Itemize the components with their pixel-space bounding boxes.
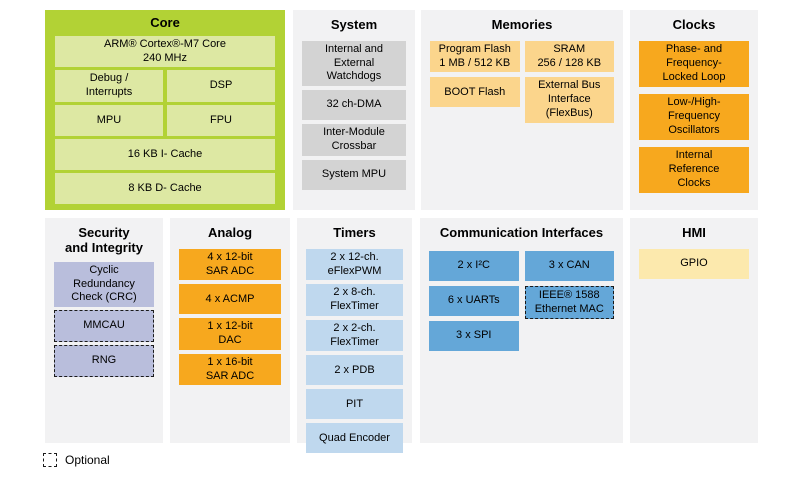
analog-blocks: 4 x 12-bit SAR ADC 4 x ACMP 1 x 12-bit D…: [179, 248, 281, 386]
block-i2c: 2 x I²C: [429, 250, 519, 281]
block-acmp: 4 x ACMP: [179, 284, 281, 315]
panel-title-clocks: Clocks: [672, 17, 716, 32]
block-dac: 1 x 12-bit DAC: [179, 318, 281, 350]
block-gpio: GPIO: [639, 248, 749, 279]
security-blocks: Cyclic Redundancy Check (CRC) MMCAU RNG: [54, 261, 154, 378]
block-mpu: MPU: [55, 104, 163, 136]
panel-title-security: Security and Integrity: [64, 225, 143, 255]
panel-core: Core ARM® Cortex®-M7 Core 240 MHz Debug …: [45, 10, 285, 210]
hmi-blocks: GPIO: [639, 248, 749, 279]
block-rng-optional: RNG: [54, 345, 154, 378]
block-quad-encoder: Quad Encoder: [306, 423, 403, 454]
panel-title-memories: Memories: [491, 17, 553, 32]
block-i-cache: 16 KB I- Cache: [55, 138, 275, 170]
block-mmcau-optional: MMCAU: [54, 310, 154, 343]
block-dsp: DSP: [167, 70, 275, 102]
panel-title-core: Core: [150, 15, 180, 30]
block-uarts: 6 x UARTs: [429, 285, 519, 316]
panel-communication-interfaces: Communication Interfaces 2 x I²C 6 x UAR…: [420, 218, 623, 443]
bottom-row: Security and Integrity Cyclic Redundancy…: [45, 218, 800, 454]
panel-title-timers: Timers: [333, 225, 376, 240]
block-flexbus: External Bus Interface (FlexBus): [524, 77, 614, 123]
panel-title-analog: Analog: [207, 225, 253, 240]
core-row-debug-dsp: Debug / Interrupts DSP: [55, 70, 275, 102]
comm-left-column: 2 x I²C 6 x UARTs 3 x SPI: [429, 250, 519, 351]
top-row: Core ARM® Cortex®-M7 Core 240 MHz Debug …: [45, 0, 800, 210]
core-row-mpu-fpu: MPU FPU: [55, 104, 275, 136]
comm-right-column: 3 x CAN IEEE® 1588 Ethernet MAC: [524, 250, 614, 351]
block-pit: PIT: [306, 389, 403, 420]
block-program-flash: Program Flash 1 MB / 512 KB: [430, 40, 520, 73]
block-eflexpwm: 2 x 12-ch. eFlexPWM: [306, 248, 403, 281]
memories-right-column: SRAM 256 / 128 KB External Bus Interface…: [524, 40, 614, 123]
panel-timers: Timers 2 x 12-ch. eFlexPWM 2 x 8-ch. Fle…: [297, 218, 412, 454]
block-flextimer-2ch: 2 x 2-ch. FlexTimer: [306, 319, 403, 352]
panel-clocks: Clocks Phase- and Frequency- Locked Loop…: [630, 10, 758, 210]
block-crc: Cyclic Redundancy Check (CRC): [54, 261, 154, 308]
block-dma: 32 ch-DMA: [302, 90, 406, 121]
legend-optional: Optional: [43, 453, 800, 467]
clocks-blocks: Phase- and Frequency- Locked Loop Low-/H…: [639, 40, 749, 193]
block-crossbar: Inter-Module Crossbar: [302, 124, 406, 156]
panel-hmi: HMI GPIO: [630, 218, 758, 443]
block-watchdogs: Internal and External Watchdogs: [302, 40, 406, 87]
block-debug-interrupts: Debug / Interrupts: [55, 70, 163, 102]
memories-blocks: Program Flash 1 MB / 512 KB BOOT Flash S…: [430, 40, 614, 123]
timers-blocks: 2 x 12-ch. eFlexPWM 2 x 8-ch. FlexTimer …: [306, 248, 403, 454]
block-can: 3 x CAN: [524, 250, 614, 281]
block-sram: SRAM 256 / 128 KB: [524, 40, 614, 73]
block-pll: Phase- and Frequency- Locked Loop: [639, 40, 749, 87]
block-boot-flash: BOOT Flash: [430, 77, 520, 108]
core-blocks: ARM® Cortex®-M7 Core 240 MHz Debug / Int…: [55, 35, 275, 204]
block-flextimer-8ch: 2 x 8-ch. FlexTimer: [306, 284, 403, 316]
block-12bit-sar-adc: 4 x 12-bit SAR ADC: [179, 248, 281, 281]
block-spi: 3 x SPI: [429, 320, 519, 351]
block-pdb: 2 x PDB: [306, 355, 403, 386]
block-fpu: FPU: [167, 104, 275, 136]
block-internal-reference-clocks: Internal Reference Clocks: [639, 146, 749, 193]
panel-memories: Memories Program Flash 1 MB / 512 KB BOO…: [421, 10, 623, 210]
legend-label: Optional: [65, 453, 110, 467]
system-blocks: Internal and External Watchdogs 32 ch-DM…: [302, 40, 406, 190]
block-system-mpu: System MPU: [302, 159, 406, 190]
panel-title-hmi: HMI: [682, 225, 706, 240]
panel-title-communication-interfaces: Communication Interfaces: [439, 225, 604, 240]
panel-title-system: System: [330, 17, 378, 32]
block-16bit-sar-adc: 1 x 16-bit SAR ADC: [179, 353, 281, 386]
panel-analog: Analog 4 x 12-bit SAR ADC 4 x ACMP 1 x 1…: [170, 218, 290, 443]
panel-security: Security and Integrity Cyclic Redundancy…: [45, 218, 163, 443]
block-oscillators: Low-/High- Frequency Oscillators: [639, 93, 749, 140]
memories-left-column: Program Flash 1 MB / 512 KB BOOT Flash: [430, 40, 520, 123]
block-arm-cortex-m7-core: ARM® Cortex®-M7 Core 240 MHz: [55, 35, 275, 68]
block-ethernet-mac-optional: IEEE® 1588 Ethernet MAC: [524, 285, 614, 320]
block-d-cache: 8 KB D- Cache: [55, 172, 275, 204]
comm-blocks: 2 x I²C 6 x UARTs 3 x SPI 3 x CAN IEEE® …: [429, 250, 614, 351]
panel-system: System Internal and External Watchdogs 3…: [293, 10, 415, 210]
dashed-box-icon: [43, 453, 57, 467]
